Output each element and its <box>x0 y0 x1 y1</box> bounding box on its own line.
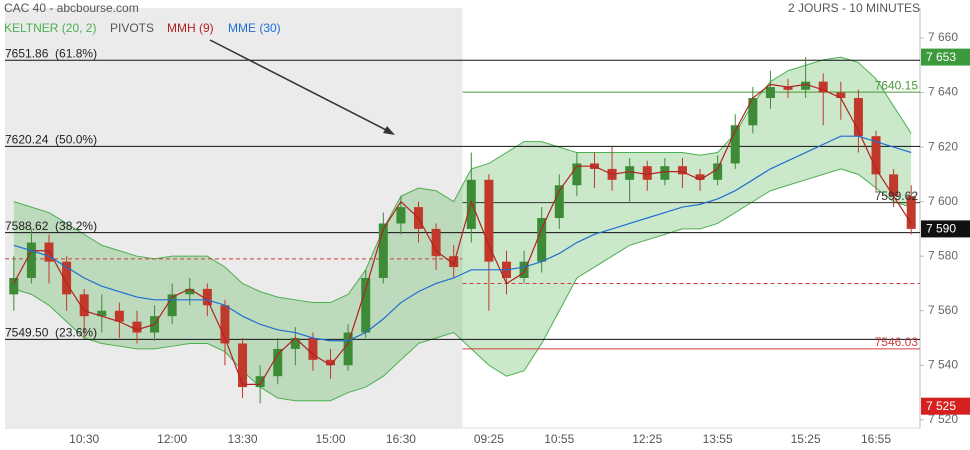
candle-body <box>660 166 670 180</box>
arrow-head <box>383 126 395 135</box>
candle-body <box>484 179 494 262</box>
fib-label: 7588.62 (38.2%) <box>5 219 97 233</box>
candle-body <box>308 338 318 360</box>
level-label: 7546.03 <box>875 335 919 349</box>
candle-body <box>255 376 265 388</box>
candle-body <box>466 179 476 229</box>
keltner-fill <box>13 57 912 401</box>
x-tick-label: 12:25 <box>632 432 662 446</box>
candle-body <box>554 185 564 218</box>
chart-title: CAC 40 - abcbourse.com <box>4 1 139 15</box>
candle-body <box>132 321 142 333</box>
candle-body <box>765 87 775 98</box>
period: 2 JOURS - 10 MINUTES <box>788 1 920 15</box>
x-tick-label: 12:00 <box>157 432 187 446</box>
candle-body <box>677 166 687 175</box>
legend-entry: MMH (9) <box>167 21 214 35</box>
candle-body <box>9 278 19 295</box>
candle-body <box>396 207 406 224</box>
candle-body <box>695 174 705 180</box>
fib-label: 7651.86 (61.8%) <box>5 46 97 60</box>
candle-body <box>273 348 283 377</box>
candle-body <box>361 278 371 333</box>
candle-body <box>202 288 212 306</box>
candle-body <box>642 166 652 180</box>
candle-body <box>44 242 54 262</box>
candle-body <box>62 261 72 295</box>
ma-line <box>13 135 912 342</box>
candle-body <box>889 174 899 197</box>
x-tick-label: 15:00 <box>316 432 346 446</box>
price-tag <box>921 397 970 415</box>
candle-body <box>167 294 177 317</box>
y-tick-label: 7 600 <box>928 194 958 208</box>
y-tick-label: 7 560 <box>928 303 958 317</box>
x-tick-label: 15:25 <box>791 432 821 446</box>
candle-body <box>836 92 846 98</box>
candle-body <box>326 359 336 366</box>
candle-body <box>818 81 828 93</box>
candle-body <box>853 98 863 137</box>
y-tick-label: 7 640 <box>928 85 958 99</box>
candle-body <box>343 332 353 366</box>
candle-body <box>238 343 248 388</box>
candle-body <box>220 305 230 344</box>
x-tick-label: 10:30 <box>69 432 99 446</box>
x-tick-label: 13:55 <box>703 432 733 446</box>
candle-body <box>801 81 811 90</box>
candle-body <box>537 218 547 262</box>
y-tick-label: 7 660 <box>928 30 958 44</box>
candle-body <box>290 338 300 349</box>
arrow <box>209 39 393 134</box>
candle-body <box>519 261 529 278</box>
y-tick-label: 7 520 <box>928 412 958 426</box>
x-tick-label: 13:30 <box>228 432 258 446</box>
candle-body <box>431 228 441 257</box>
x-tick-label: 09:25 <box>474 432 504 446</box>
candle-body <box>713 163 723 180</box>
level-label: 7640.15 <box>875 78 919 92</box>
ma-line <box>13 83 912 385</box>
candle-body <box>97 310 107 317</box>
x-tick-label: 16:55 <box>861 432 891 446</box>
candle-body <box>906 196 916 229</box>
fib-label: 7549.50 (23.6%) <box>5 326 97 340</box>
price-tag <box>921 48 970 66</box>
candle-body <box>26 242 36 278</box>
candle-body <box>730 125 740 164</box>
y-tick-label: 7 620 <box>928 139 958 153</box>
price-tag-label: 7 525 <box>926 399 956 413</box>
candle-body <box>572 163 582 186</box>
fib-label: 7620.24 (50.0%) <box>5 133 97 147</box>
candle-body <box>783 87 793 90</box>
candle-body <box>79 294 89 317</box>
x-tick-label: 16:30 <box>386 432 416 446</box>
legend-entry: PIVOTS <box>110 21 154 35</box>
candle-body <box>114 310 124 322</box>
candle-body <box>871 136 881 175</box>
price-tag-label: 7 590 <box>926 222 956 236</box>
price-tag-label: 7 653 <box>926 50 956 64</box>
level-label: 7599.62 <box>875 189 919 203</box>
session-shade <box>5 8 463 428</box>
y-tick-label: 7 580 <box>928 248 958 262</box>
legend-entry: KELTNER (20, 2) <box>4 21 96 35</box>
candle-body <box>185 288 195 295</box>
y-tick-label: 7 540 <box>928 357 958 371</box>
legend-entry: MME (30) <box>228 21 281 35</box>
keltner-lower <box>13 168 912 402</box>
candle-body <box>378 223 388 278</box>
candle-body <box>625 166 635 180</box>
candle-body <box>748 98 758 126</box>
candle-body <box>449 256 459 268</box>
price-tag <box>921 220 970 238</box>
x-tick-label: 10:55 <box>544 432 574 446</box>
